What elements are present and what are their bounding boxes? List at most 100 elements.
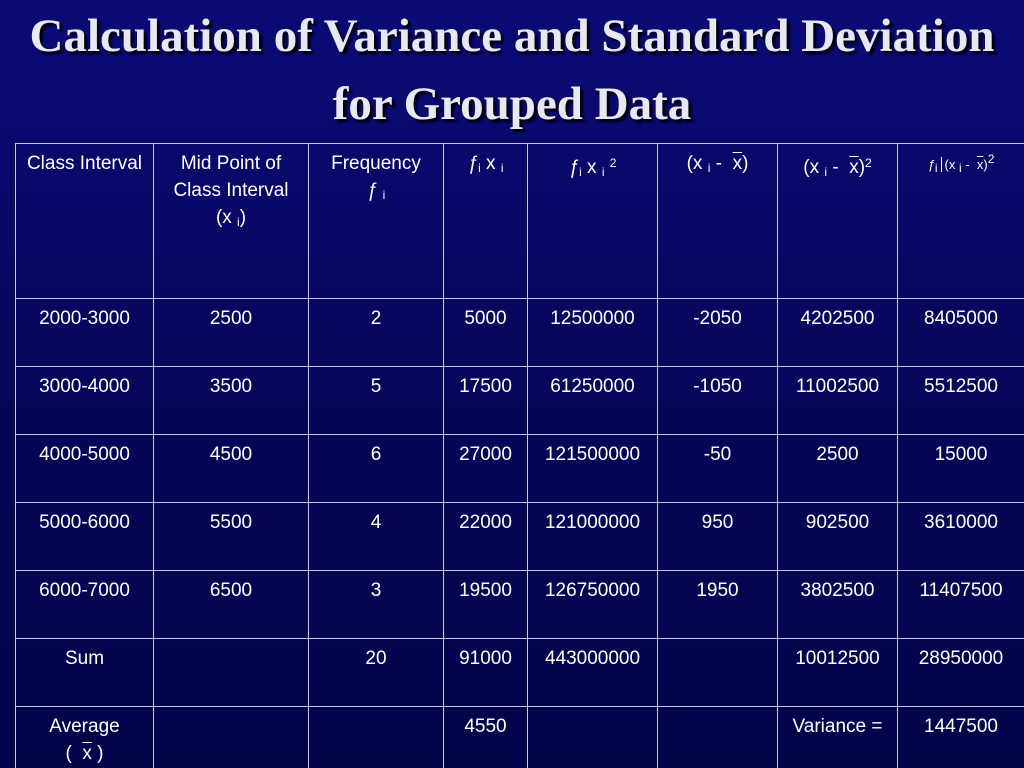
sum-row: Sum 20 91000 443000000 10012500 28950000 (15, 638, 1024, 707)
cell: 443000000 (527, 638, 658, 707)
cell: -50 (657, 434, 778, 503)
cell: 8405000 (897, 298, 1024, 367)
header-cell: Mid Point of Class Interval (x i) (153, 143, 309, 299)
header-cell: Frequency ƒ i (308, 143, 444, 299)
cell: 1950 (657, 570, 778, 639)
header-sup: 2 (609, 156, 617, 170)
cell (527, 706, 658, 768)
header-text: (x (940, 157, 959, 172)
data-row: 3000-4000 3500 5 17500 61250000 -1050 11002500… (15, 366, 1024, 435)
header-text: Mid Point of Class Interval (173, 153, 289, 201)
cell: 4500 (153, 434, 309, 503)
cell (308, 706, 444, 768)
cell: Sum (15, 638, 154, 707)
header-sub: i (934, 161, 938, 175)
header-sub: i (601, 165, 605, 179)
cell: 3 (308, 570, 444, 639)
cell-text: ) (97, 743, 104, 764)
header-cell: ƒi x i (443, 143, 528, 299)
cell: Variance = (777, 706, 898, 768)
cell: 5000 (443, 298, 528, 367)
cell: 12500000 (527, 298, 658, 367)
cell: 3000-4000 (15, 366, 154, 435)
cell: 3500 (153, 366, 309, 435)
cell: 5512500 (897, 366, 1024, 435)
data-row: 6000-7000 6500 3 19500 126750000 1950 3802500 1… (15, 570, 1024, 639)
header-text: x (849, 157, 859, 178)
cell: 17500 (443, 366, 528, 435)
cell: 28950000 (897, 638, 1024, 707)
cell: 6000-7000 (15, 570, 154, 639)
header-row: Class Interval Mid Point of Class Interv… (15, 143, 1024, 299)
header-sup: 2 (865, 156, 872, 170)
cell: 950 (657, 502, 778, 571)
cell: 5 (308, 366, 444, 435)
cell: 121000000 (527, 502, 658, 571)
cell (657, 706, 778, 768)
cell: 2 (308, 298, 444, 367)
cell: 126750000 (527, 570, 658, 639)
cell-text: Average (49, 716, 120, 737)
cell: 902500 (777, 502, 898, 571)
header-cell: (x i - x)2 (777, 143, 898, 299)
header-text: - (827, 157, 844, 178)
cell: 6500 (153, 570, 309, 639)
header-cell: ƒi x i 2 (527, 143, 658, 299)
header-text: ) (858, 157, 866, 178)
header-text: ƒ (366, 180, 378, 201)
header-text: - (710, 153, 728, 174)
header-text: x (480, 153, 501, 174)
header-text: ƒ (927, 157, 935, 172)
cell: 10012500 (777, 638, 898, 707)
header-sup: 2 (987, 152, 995, 166)
cell: 5500 (153, 502, 309, 571)
cell: 27000 (443, 434, 528, 503)
header-text: (x (686, 153, 708, 174)
header-sub: i (958, 161, 962, 175)
header-text: (x (803, 157, 825, 178)
header-text: ƒ (568, 157, 580, 178)
cell: 2500 (153, 298, 309, 367)
header-cell: (x i - x) (657, 143, 778, 299)
cell: 11002500 (777, 366, 898, 435)
title: Calculation of Variance and Standard Dev… (29, 10, 995, 130)
average-row: Average ( x ) 4550 Variance = 1447500 (15, 706, 1024, 768)
header-text: ) (239, 207, 247, 228)
cell: 2000-3000 (15, 298, 154, 367)
cell: 4000-5000 (15, 434, 154, 503)
header-text: ) (742, 153, 749, 174)
header-text: Frequency (331, 153, 421, 174)
data-table: Class Interval Mid Point of Class Interv… (15, 143, 1024, 768)
cell (153, 638, 309, 707)
cell: -2050 (657, 298, 778, 367)
data-row: 5000-6000 5500 4 22000 121000000 950 902500 361… (15, 502, 1024, 571)
header-sub: i (500, 161, 504, 175)
cell: Average ( x ) (15, 706, 154, 768)
cell: 61250000 (527, 366, 658, 435)
header-sub: i (382, 188, 386, 202)
cell: 5000-6000 (15, 502, 154, 571)
cell: 1447500 (897, 706, 1024, 768)
header-text: Class Interval (26, 153, 143, 174)
cell: 20 (308, 638, 444, 707)
cell: -1050 (657, 366, 778, 435)
cell: 3610000 (897, 502, 1024, 571)
header-text: x (581, 157, 602, 178)
header-text: x (976, 157, 984, 172)
cell: 15000 (897, 434, 1024, 503)
cell: 4202500 (777, 298, 898, 367)
cell: 91000 (443, 638, 528, 707)
cell (153, 706, 309, 768)
data-row: 4000-5000 4500 6 27000 121500000 -50 2500 15000 (15, 434, 1024, 503)
header-sub: i (824, 165, 828, 179)
header-text: (x (215, 207, 232, 228)
cell: 19500 (443, 570, 528, 639)
cell-text: ( (65, 743, 72, 764)
cell (657, 638, 778, 707)
header-text: ) (983, 157, 988, 172)
cell-text: x (82, 743, 92, 764)
header-sub: i (478, 161, 481, 175)
header-sub: i (237, 215, 240, 229)
cell: 3802500 (777, 570, 898, 639)
